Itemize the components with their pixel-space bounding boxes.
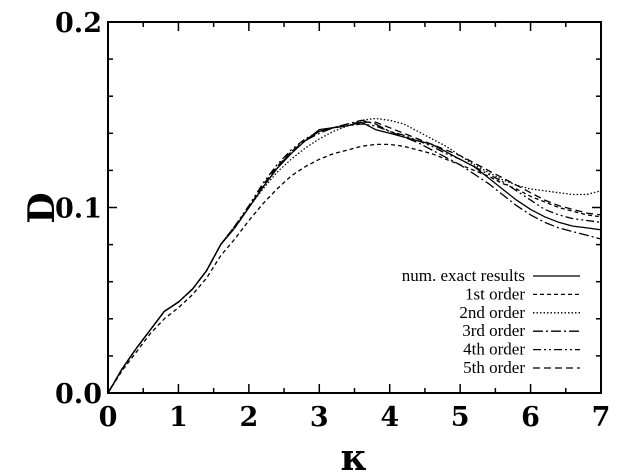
x-tick-label: 0 [99,402,118,433]
legend-label: 4th order [463,340,525,359]
series-line-2 [107,143,602,394]
x-tick-label: 3 [310,402,329,433]
ticks-layer [107,21,602,394]
y-axis-title: D [21,192,63,223]
legend-label: num. exact results [402,266,525,285]
x-tick-label: 4 [380,402,399,433]
x-tick-labels: 0 1 2 3 4 5 6 7 [99,402,611,433]
x-axis-title: κ [341,437,368,472]
series-line-6 [107,121,602,394]
legend-label: 3rd order [462,321,525,340]
legend-label: 1st order [465,284,525,303]
x-tick-label: 1 [169,402,188,433]
series-layer [107,117,602,394]
y-tick-label: 0.1 [55,194,102,225]
y-tick-label: 0.0 [55,379,102,410]
series-line-5 [107,123,602,394]
x-tick-label: 6 [521,402,540,433]
legend-label: 5th order [463,358,525,377]
series-line-4 [107,119,602,394]
x-tick-label: 7 [592,402,611,433]
legend-label: 2nd order [459,303,525,322]
series-line-1 [107,121,602,394]
x-tick-label: 2 [239,402,258,433]
y-tick-labels: 0.0 0.1 0.2 [55,8,102,410]
y-tick-label: 0.2 [55,8,102,39]
series-line-3 [107,117,602,394]
x-tick-label: 5 [451,402,470,433]
